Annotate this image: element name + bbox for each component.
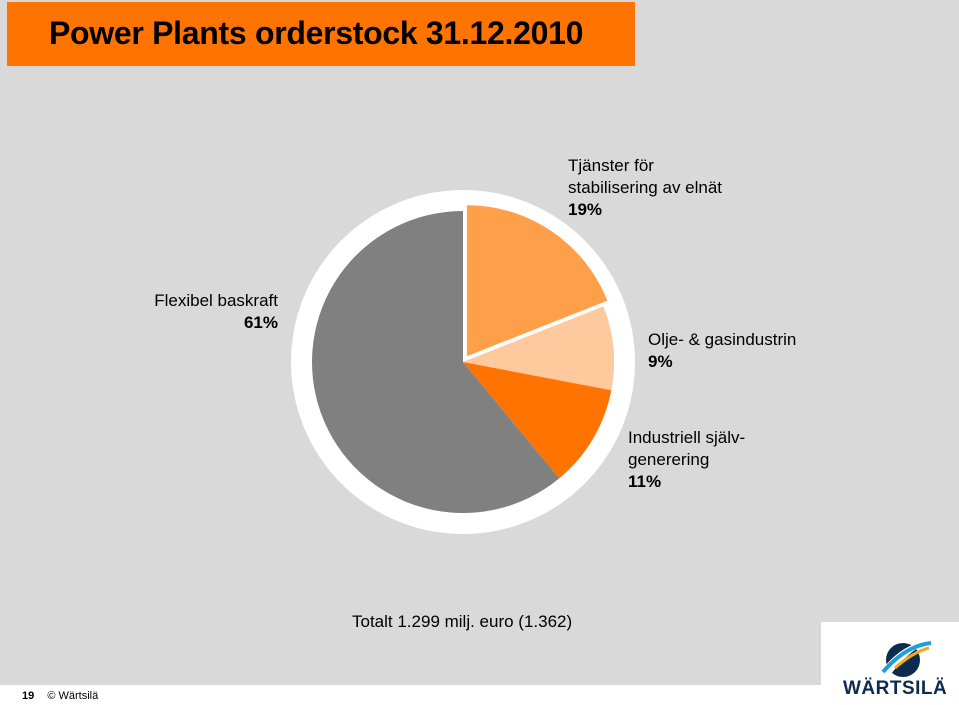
label-flexibel: Flexibel baskraft 61%: [120, 290, 278, 334]
label-tjanster-line2: stabilisering av elnät: [568, 178, 723, 197]
footer: 19 © Wärtsilä: [22, 690, 98, 702]
label-industriell-line1: Industriell själv-: [628, 428, 746, 447]
label-olje-pct: 9%: [648, 352, 673, 371]
copyright: © Wärtsilä: [47, 690, 99, 702]
pie-slice-4: [312, 211, 560, 513]
label-flexibel-line1: Flexibel baskraft: [154, 291, 278, 310]
total-text: Totalt 1.299 milj. euro (1.362): [352, 612, 573, 631]
wartsila-logo-icon: [879, 640, 933, 677]
pie-slice-1: [466, 205, 608, 357]
label-olje-line1: Olje- & gasindustrin: [648, 330, 797, 349]
page-number: 19: [22, 690, 35, 702]
pie-slice-2: [463, 306, 614, 391]
logo-wordmark: WÄRTSILÄ: [843, 678, 948, 699]
label-flexibel-pct: 61%: [243, 313, 278, 332]
label-tjanster: Tjänster för stabilisering av elnät 19%: [568, 155, 722, 221]
label-industriell: Industriell själv- generering 11%: [628, 427, 745, 493]
page-title: Power Plants orderstock 31.12.2010: [49, 15, 584, 51]
pie-slice-3: [463, 362, 612, 479]
title-bar: Power Plants orderstock 31.12.2010: [7, 2, 635, 66]
label-industriell-pct: 11%: [628, 472, 662, 491]
label-tjanster-line1: Tjänster för: [568, 156, 654, 175]
label-industriell-line2: generering: [628, 450, 710, 469]
label-tjanster-pct: 19%: [568, 200, 603, 219]
label-olje: Olje- & gasindustrin 9%: [648, 329, 796, 373]
logo: WÄRTSILÄ: [821, 622, 959, 705]
